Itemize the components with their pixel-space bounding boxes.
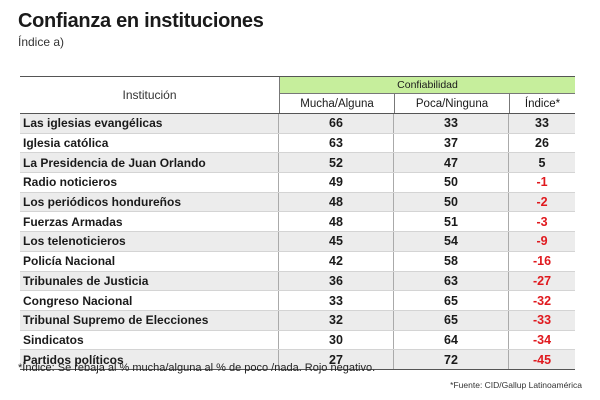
institution-cell: Policía Nacional [20,251,279,271]
header-little: Poca/Ninguna [395,94,510,113]
much-cell: 66 [279,114,394,133]
header-institution: Institución [20,77,280,113]
little-cell: 33 [394,114,509,133]
source-note: *Fuente: CID/Gallup Latinoamérica [450,380,582,390]
index-cell: -45 [532,352,552,367]
table-row: Los periódicos hondureños 48 50 -2 [20,192,575,213]
table-row: Tribunales de Justicia 36 63 -27 [20,271,575,292]
institution-cell: Los telenoticieros [20,232,279,251]
institution-cell: Las iglesias evangélicas [20,114,279,133]
table-row: Tribunal Supremo de Elecciones 32 65 -33 [20,310,575,331]
table-row: Iglesia católica 63 37 26 [20,133,575,154]
table-row: Congreso Nacional 33 65 -32 [20,291,575,311]
table-row: Fuerzas Armadas 48 51 -3 [20,212,575,233]
index-cell: -27 [532,273,552,288]
index-cell: -3 [536,214,548,229]
table-row: Los telenoticieros 45 54 -9 [20,232,575,252]
much-cell: 63 [279,133,394,153]
little-cell: 50 [394,192,509,212]
index-cell: -34 [532,332,552,347]
index-cell: -16 [532,254,552,269]
institution-cell: Los periódicos hondureños [20,192,279,212]
footnote: *Índice: Se rebaja al % mucha/alguna al … [18,362,376,374]
little-cell: 51 [394,212,509,232]
index-cell: -9 [536,234,548,249]
institution-cell: Tribunal Supremo de Elecciones [20,310,279,330]
much-cell: 48 [279,192,394,212]
table-row: Policía Nacional 42 58 -16 [20,251,575,272]
institution-cell: La Presidencia de Juan Orlando [20,153,279,173]
index-cell: 33 [535,116,549,131]
little-cell: 58 [394,251,509,271]
institution-cell: Congreso Nacional [20,291,279,310]
index-cell: 5 [538,155,546,170]
much-cell: 42 [279,251,394,271]
institution-cell: Partidos políticos [20,350,279,369]
little-cell: 64 [394,330,509,350]
little-cell: 47 [394,153,509,173]
table-body: Las iglesias evangélicas 66 33 33 Iglesia ca… [20,114,575,369]
institution-cell: Tribunales de Justicia [20,271,279,291]
little-cell: 54 [394,232,509,251]
index-cell: -33 [532,313,552,328]
header-right: Confiabilidad Mucha/Alguna Poca/Ninguna … [280,77,575,113]
table-row: Las iglesias evangélicas 66 33 33 [20,114,575,134]
little-cell: 72 [394,350,509,369]
little-cell: 50 [394,173,509,192]
much-cell: 36 [279,271,394,291]
table-header: Institución Confiabilidad Mucha/Alguna P… [20,77,575,114]
much-cell: 30 [279,330,394,350]
table-row: Sindicatos 30 64 -34 [20,330,575,351]
much-cell: 32 [279,310,394,330]
confidence-table: Institución Confiabilidad Mucha/Alguna P… [20,76,575,370]
institution-cell: Sindicatos [20,330,279,350]
table-row: Radio noticieros 49 50 -1 [20,173,575,193]
little-cell: 37 [394,133,509,153]
little-cell: 65 [394,291,509,310]
index-cell: -32 [532,293,552,308]
little-cell: 65 [394,310,509,330]
much-cell: 33 [279,291,394,310]
much-cell: 48 [279,212,394,232]
header-group-confiabilidad: Confiabilidad [280,77,575,94]
index-cell: -2 [536,195,548,210]
index-cell: -1 [536,175,548,190]
much-cell: 52 [279,153,394,173]
header-much: Mucha/Alguna [280,94,395,113]
institution-cell: Fuerzas Armadas [20,212,279,232]
index-cell: 26 [535,136,549,151]
chart-title: Confianza en instituciones [18,10,264,32]
header-columns: Mucha/Alguna Poca/Ninguna Índice* [280,94,575,113]
chart-subtitle: Índice a) [18,35,65,49]
much-cell: 49 [279,173,394,192]
institution-cell: Iglesia católica [20,133,279,153]
header-index: Índice* [524,97,561,110]
institution-cell: Radio noticieros [20,173,279,192]
table-row: Partidos políticos 27 72 -45 [20,350,575,369]
much-cell: 45 [279,232,394,251]
table-row: La Presidencia de Juan Orlando 52 47 5 [20,153,575,174]
much-cell: 27 [279,350,394,369]
little-cell: 63 [394,271,509,291]
